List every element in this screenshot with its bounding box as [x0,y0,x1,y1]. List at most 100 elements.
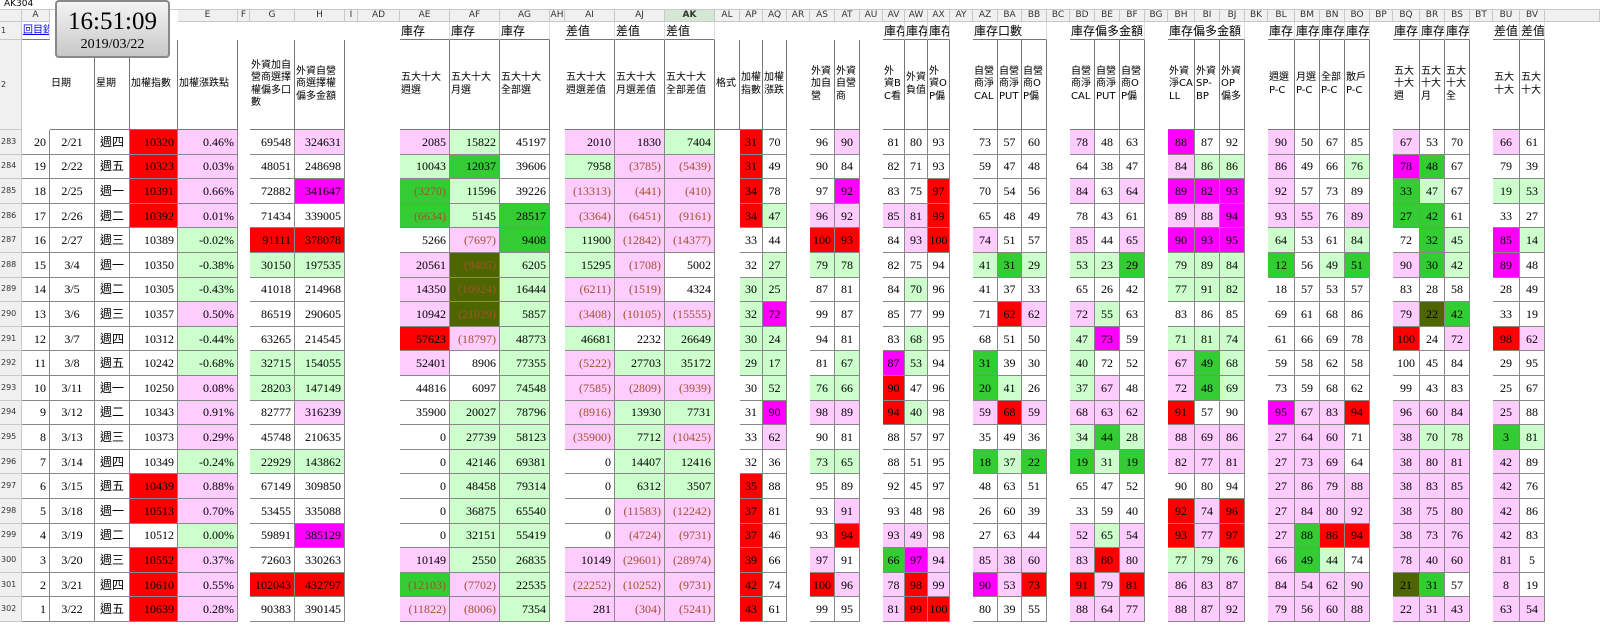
cell: 330263 [295,548,345,573]
cell: 39 [998,597,1022,622]
cell: 48 [998,203,1022,229]
cell: 10512 [130,523,178,549]
cell: 42 [1493,523,1520,549]
header-cell: 庫存偏多金額 [1168,22,1245,40]
cell: 42 [1445,253,1470,278]
cell: 54 [1295,572,1320,598]
cell: 3/8 [50,351,95,376]
cell: 65 [973,203,998,229]
cell: 197535 [295,253,345,278]
header-cell: 外資OP偏多 [1220,40,1245,130]
cell: (5439) [665,154,715,180]
column-letter: BJ [1220,10,1245,22]
cell: 90 [1268,130,1295,155]
cell: 41 [973,277,998,303]
cell: 2/22 [50,154,95,180]
cell: 89 [1168,179,1195,204]
cell: 週四 [95,572,130,598]
cell: 80 [1320,499,1345,524]
cell: 58 [1345,351,1370,376]
header-cell: 外資自營商 [835,40,860,130]
cell: 86 [1268,154,1295,180]
cell: 84 [883,228,905,253]
cell: 41 [998,376,1022,401]
cell: 281 [565,597,615,622]
link[interactable]: 回目錄 [22,22,50,40]
row-number: 1 [0,22,22,40]
cell: (12842) [615,228,665,253]
cell: 12 [22,326,50,352]
cell: 86519 [250,302,295,327]
cell: 週三 [95,228,130,253]
header-cell: 差值 [1520,22,1545,40]
cell: 91 [835,548,860,573]
cell: 59 [1022,400,1047,426]
cell: 35 [973,425,998,450]
header-cell: 自營商淨CAL [1070,40,1095,130]
column-letter: BV [1520,10,1545,22]
cell: 61 [763,597,787,622]
cell: 96 [810,203,835,229]
name-box[interactable]: AK304 [0,0,1600,10]
header-cell: 差值 [665,22,715,40]
column-letter: BK [1245,10,1268,22]
cell: 51 [1345,253,1370,278]
cell: 71 [1345,425,1370,450]
cell: 10942 [400,302,450,327]
cell: 57 [905,425,928,450]
cell: 97 [928,425,950,450]
cell: 83 [1520,523,1545,549]
cell: 27 [1268,523,1295,549]
cell: 88 [1070,597,1095,622]
column-letter: BC [1047,10,1070,22]
cell: 74 [1345,548,1370,573]
cell: 143862 [295,449,345,475]
cell: 86 [1320,523,1345,549]
cell: 31 [740,154,763,180]
cell: 12037 [450,154,500,180]
cell: 67 [1445,179,1470,204]
cell: 78 [763,179,787,204]
cell: 19 [1070,449,1095,475]
cell: 73 [1022,572,1047,598]
cell: 42 [1493,474,1520,499]
header-cell: 外資BC看 [883,40,905,130]
cell: 60 [1022,548,1047,573]
cell: (12242) [665,499,715,524]
cell: 82777 [250,400,295,426]
cell: 55 [1022,597,1047,622]
cell: 27 [1268,425,1295,450]
cell: 14407 [615,449,665,475]
cell: 93 [1220,179,1245,204]
row-number: 290 [0,302,22,327]
cell: 93 [883,523,905,549]
cell: 30 [740,326,763,352]
cell: 79314 [500,474,550,499]
cell: (3939) [665,376,715,401]
cell: 51 [998,326,1022,352]
cell: 66 [1268,548,1295,573]
cell: (11583) [615,499,665,524]
cell: 61 [1320,228,1345,253]
cell: 70 [973,179,998,204]
column-letter: AS [810,10,835,22]
cell: 78 [1393,154,1420,180]
cell: 97 [1220,523,1245,549]
cell: 33 [1393,179,1420,204]
cell: 77 [905,302,928,327]
cell: 64 [1120,179,1145,204]
cell: 11900 [565,228,615,253]
cell: 99 [928,302,950,327]
header-cell: 星期 [95,40,130,130]
cell: 0.50% [178,302,238,327]
cell: 97 [810,179,835,204]
cell: 88 [1168,130,1195,155]
corner [0,10,22,22]
cell: (10425) [665,425,715,450]
cell: 100 [1393,326,1420,352]
cell: 32 [740,253,763,278]
cell: -0.43% [178,277,238,303]
cell: 0 [400,474,450,499]
cell: 38 [998,548,1022,573]
cell: 25 [1493,400,1520,426]
